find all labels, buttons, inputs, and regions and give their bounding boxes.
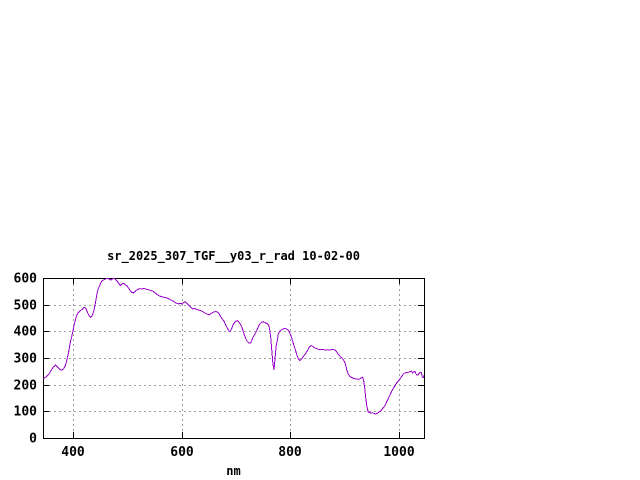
tick-label-layer: 400 600 800 1000 0 100 200 300 400 500 600 <box>14 272 415 461</box>
grid-layer <box>44 279 423 437</box>
y-tick-label: 500 <box>14 299 38 314</box>
y-tick-label: 600 <box>14 272 38 287</box>
x-tick-label: 400 <box>61 445 85 460</box>
chart-title: sr_2025_307_TGF__y03_r_rad 10-02-00 <box>107 249 360 264</box>
y-tick-label: 200 <box>14 379 38 394</box>
y-tick-label: 100 <box>14 405 38 420</box>
y-tick-label: 400 <box>14 325 38 340</box>
x-tick-label: 600 <box>170 445 194 460</box>
x-tick-label: 1000 <box>383 445 414 460</box>
series-line <box>42 277 425 415</box>
axis-layer <box>43 278 425 439</box>
y-tick-label: 300 <box>14 352 38 367</box>
x-axis-label: nm <box>226 464 240 478</box>
x-tick-label: 800 <box>278 445 302 460</box>
y-tick-label: 0 <box>29 432 37 447</box>
series-layer <box>42 277 425 415</box>
